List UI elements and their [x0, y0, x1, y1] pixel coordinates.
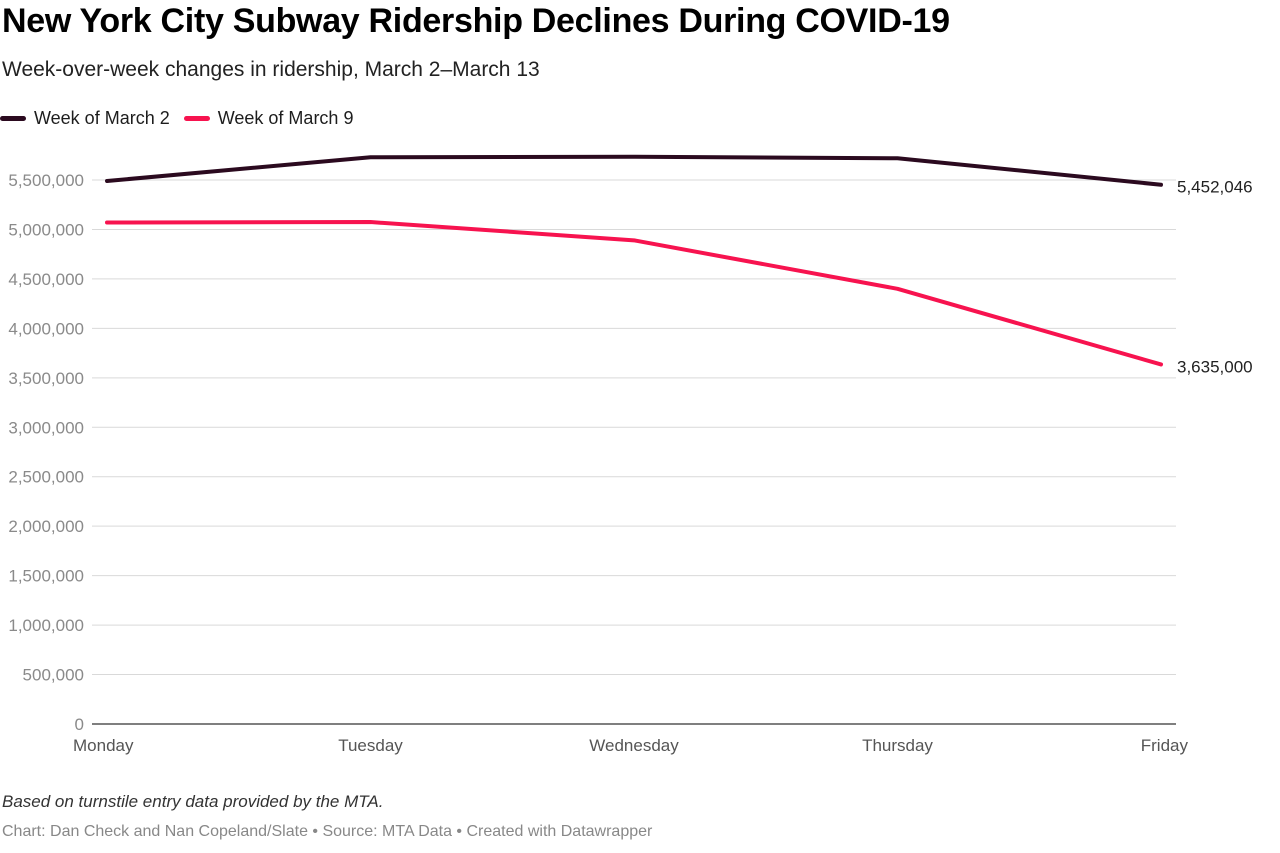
- x-tick-label: Thursday: [862, 736, 933, 755]
- x-tick-label: Friday: [1141, 736, 1189, 755]
- legend: Week of March 2 Week of March 9: [0, 108, 353, 129]
- legend-swatch: [183, 116, 210, 121]
- y-tick-label: 1,500,000: [8, 567, 84, 586]
- end-value-label: 5,452,046: [1177, 178, 1253, 197]
- series-line-1: [105, 154, 1163, 187]
- end-value-label: 3,635,000: [1177, 357, 1253, 376]
- y-tick-label: 4,500,000: [8, 270, 84, 289]
- y-tick-label: 3,000,000: [8, 418, 84, 437]
- y-tick-label: 4,000,000: [8, 319, 84, 338]
- y-tick-label: 500,000: [23, 666, 84, 685]
- y-tick-label: 5,000,000: [8, 220, 84, 239]
- y-tick-label: 0: [75, 715, 84, 734]
- y-tick-label: 2,500,000: [8, 468, 84, 487]
- legend-swatch: [0, 116, 26, 121]
- chart-title: New York City Subway Ridership Declines …: [2, 2, 950, 40]
- x-tick-label: Monday: [73, 736, 134, 755]
- y-tick-label: 2,000,000: [8, 517, 84, 536]
- legend-item-week-march-9: Week of March 9: [183, 108, 354, 129]
- legend-label: Week of March 2: [34, 108, 170, 128]
- y-tick-label: 1,000,000: [8, 616, 84, 635]
- x-tick-label: Tuesday: [338, 736, 403, 755]
- chart-credit: Chart: Dan Check and Nan Copeland/Slate …: [2, 823, 653, 840]
- chart-subtitle: Week-over-week changes in ridership, Mar…: [2, 58, 540, 81]
- legend-label: Week of March 9: [217, 108, 354, 128]
- legend-item-week-march-2: Week of March 2: [0, 108, 170, 129]
- chart-note: Based on turnstile entry data provided b…: [2, 792, 384, 811]
- series-line-2: [105, 220, 1163, 367]
- y-tick-label: 3,500,000: [8, 369, 84, 388]
- y-tick-label: 5,500,000: [8, 171, 84, 190]
- x-tick-label: Wednesday: [589, 736, 679, 755]
